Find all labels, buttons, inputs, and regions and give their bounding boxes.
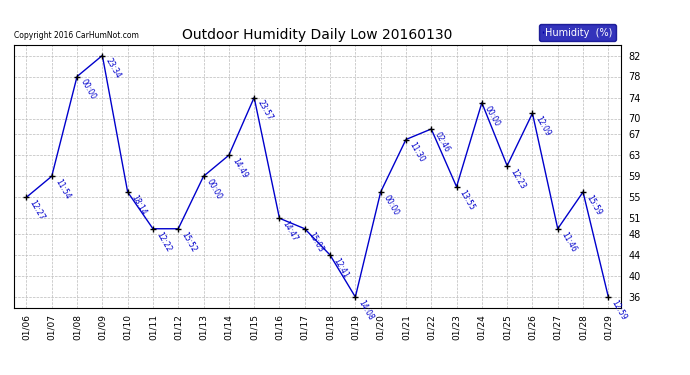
Text: 13:55: 13:55 xyxy=(458,188,477,211)
Text: 12:27: 12:27 xyxy=(28,199,46,222)
Text: 14:47: 14:47 xyxy=(281,220,299,243)
Text: 11:54: 11:54 xyxy=(53,178,72,201)
Text: 12:09: 12:09 xyxy=(534,115,553,138)
Text: 14:49: 14:49 xyxy=(230,157,249,180)
Title: Outdoor Humidity Daily Low 20160130: Outdoor Humidity Daily Low 20160130 xyxy=(182,28,453,42)
Text: 12:59: 12:59 xyxy=(610,298,629,322)
Text: 00:00: 00:00 xyxy=(79,78,97,102)
Text: 12:23: 12:23 xyxy=(509,167,527,190)
Text: 18:14: 18:14 xyxy=(129,194,148,217)
Text: 02:46: 02:46 xyxy=(433,130,451,154)
Text: 14:08: 14:08 xyxy=(357,298,375,322)
Text: 23:57: 23:57 xyxy=(255,99,274,122)
Text: 15:59: 15:59 xyxy=(584,194,603,217)
Text: 00:00: 00:00 xyxy=(382,194,401,217)
Legend: Humidity  (%): Humidity (%) xyxy=(539,24,616,41)
Text: 15:52: 15:52 xyxy=(179,230,198,254)
Text: 15:03: 15:03 xyxy=(306,230,325,254)
Text: 11:46: 11:46 xyxy=(559,230,578,254)
Text: 11:30: 11:30 xyxy=(407,141,426,164)
Text: 12:41: 12:41 xyxy=(331,256,350,280)
Text: 12:22: 12:22 xyxy=(155,230,173,253)
Text: 00:00: 00:00 xyxy=(483,104,502,128)
Text: 23:34: 23:34 xyxy=(104,57,122,80)
Text: Copyright 2016 CarHumNot.com: Copyright 2016 CarHumNot.com xyxy=(14,31,139,40)
Text: 00:00: 00:00 xyxy=(205,178,224,201)
